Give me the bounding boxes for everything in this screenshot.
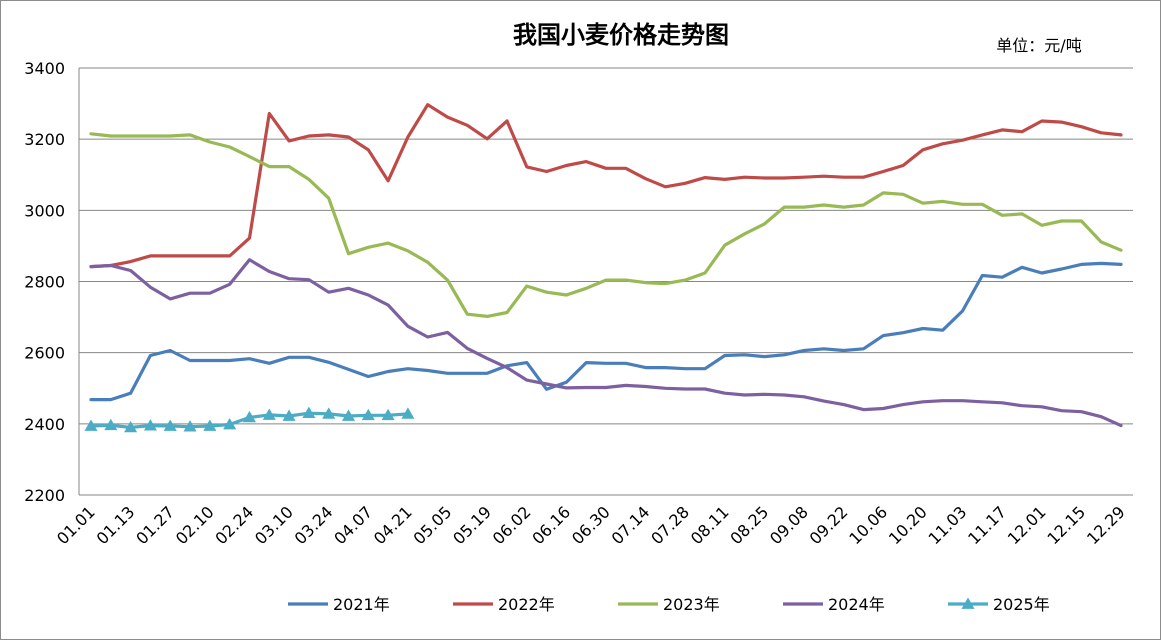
y-tick-label: 2400 — [24, 415, 65, 434]
data-point-marker — [183, 420, 197, 432]
x-tick-label: 12.15 — [1043, 502, 1089, 548]
series-line — [89, 132, 1123, 318]
data-point-marker — [104, 418, 118, 431]
x-tick-label: 01.01 — [53, 502, 99, 548]
data-point-marker — [361, 408, 375, 421]
series-lines — [84, 103, 1123, 433]
legend-item: 2025年 — [948, 595, 1050, 614]
series-4 — [89, 258, 1123, 428]
x-tick-label: 01.13 — [93, 502, 139, 548]
data-point-marker — [124, 420, 138, 433]
series-1 — [89, 261, 1123, 402]
y-axis-ticks: 2200 2400 2600 2800 3000 3200 3400 — [24, 59, 65, 505]
x-tick-label: 11.03 — [925, 502, 971, 548]
data-point-marker — [302, 406, 316, 419]
x-tick-label: 03.24 — [291, 502, 337, 548]
x-tick-label: 06.30 — [568, 502, 614, 548]
legend-item: 2022年 — [453, 595, 555, 614]
x-tick-label: 12.01 — [1004, 502, 1050, 548]
x-tick-label: 08.11 — [687, 502, 733, 548]
data-point-marker — [381, 408, 395, 421]
unit-label: 单位：元/吨 — [996, 36, 1081, 55]
data-point-marker — [242, 410, 256, 423]
x-tick-label: 12.29 — [1083, 502, 1129, 548]
y-tick-label: 3000 — [24, 201, 65, 220]
series-2 — [89, 103, 1123, 269]
legend-item: 2023年 — [618, 595, 720, 614]
x-axis-ticks: 01.0101.1301.2702.1002.2403.1003.2404.07… — [53, 502, 1129, 548]
x-tick-label: 02.10 — [172, 502, 218, 548]
data-point-marker — [84, 419, 98, 431]
series-line — [89, 261, 1123, 402]
x-tick-label: 07.14 — [608, 502, 654, 548]
x-tick-label: 06.16 — [528, 502, 574, 548]
x-tick-label: 05.05 — [410, 502, 456, 548]
series-5 — [84, 406, 415, 433]
data-point-marker — [282, 409, 296, 421]
x-tick-label: 09.08 — [766, 502, 812, 548]
y-tick-label: 2800 — [24, 273, 65, 292]
x-tick-label: 04.07 — [330, 502, 376, 548]
x-tick-label: 07.28 — [647, 502, 693, 548]
data-point-marker — [342, 409, 355, 421]
legend: 2021年 2022年 2023年 2024年 2025年 — [288, 595, 1050, 614]
x-tick-label: 06.02 — [489, 502, 535, 548]
data-point-marker — [401, 407, 415, 419]
x-tick-label: 03.10 — [251, 502, 297, 548]
y-tick-label: 2600 — [24, 344, 65, 363]
data-point-marker — [223, 418, 237, 430]
y-tick-label: 3200 — [24, 130, 65, 149]
chart-title: 我国小麦价格走势图 — [513, 21, 729, 49]
legend-marker — [961, 597, 975, 609]
y-tick-label: 2200 — [24, 486, 65, 505]
series-line — [89, 103, 1123, 269]
legend-label: 2024年 — [828, 595, 885, 614]
x-tick-label: 08.25 — [726, 502, 772, 548]
y-tick-label: 3400 — [24, 59, 65, 78]
x-tick-label: 02.24 — [211, 502, 257, 548]
data-point-marker — [203, 419, 217, 431]
legend-item: 2024年 — [783, 595, 885, 614]
data-point-marker — [262, 408, 276, 420]
legend-label: 2023年 — [663, 595, 720, 614]
x-tick-label: 10.20 — [885, 502, 931, 548]
x-tick-label: 09.22 — [806, 502, 852, 548]
x-tick-label: 01.27 — [132, 502, 178, 548]
x-tick-label: 05.19 — [449, 502, 495, 548]
legend-label: 2022年 — [498, 595, 555, 614]
x-tick-label: 11.17 — [964, 502, 1010, 548]
data-point-marker — [322, 407, 336, 419]
legend-label: 2025年 — [993, 595, 1050, 614]
series-line — [89, 258, 1123, 428]
x-tick-label: 04.21 — [370, 502, 416, 548]
legend-item: 2021年 — [288, 595, 390, 614]
data-point-marker — [143, 419, 157, 431]
x-tick-label: 10.06 — [845, 502, 891, 548]
series-3 — [89, 132, 1123, 318]
data-point-marker — [163, 419, 177, 431]
legend-label: 2021年 — [333, 595, 390, 614]
